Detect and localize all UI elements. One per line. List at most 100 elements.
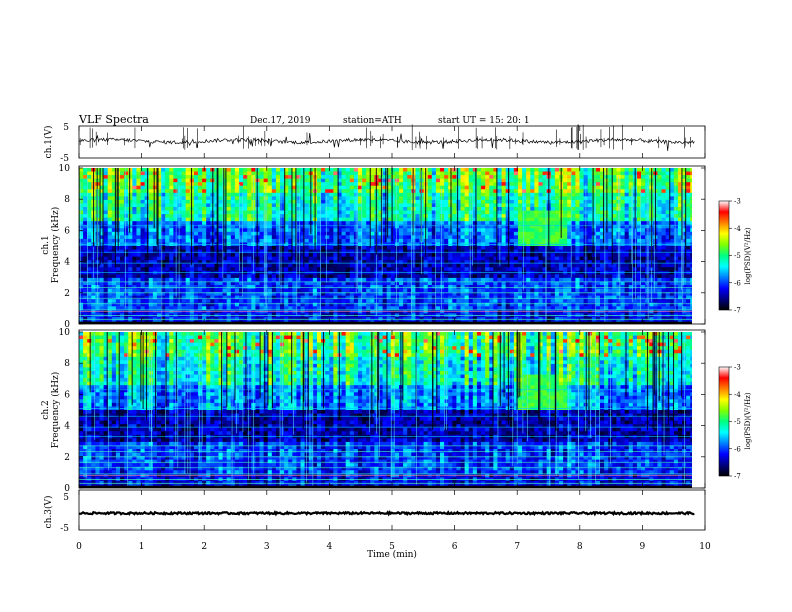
spectrogram-cell [641, 260, 646, 265]
spectrogram-cell [103, 203, 109, 208]
spectrogram-cell [468, 228, 474, 233]
spectrogram-cell [165, 256, 170, 261]
spectrogram-cell [234, 214, 240, 219]
spectrogram-cell [460, 231, 466, 236]
spectrogram-cell [686, 221, 691, 226]
spectrogram-cell [431, 246, 437, 250]
spectrogram-cell [575, 277, 580, 282]
spectrogram-cell [83, 224, 88, 229]
spectrogram-cell [513, 221, 519, 226]
spectrogram-cell [173, 182, 178, 187]
spectrogram-cell [275, 281, 281, 286]
spectrogram-cell [464, 256, 470, 261]
spectrogram-cell [669, 192, 675, 197]
spectrogram-cell [444, 168, 449, 172]
spectrogram-cell [542, 210, 548, 215]
spectrogram-cell [148, 249, 154, 254]
spectrogram-cell [284, 214, 289, 219]
spectrogram-cell [546, 277, 552, 282]
spectrogram-cell [325, 249, 330, 254]
spectrogram-cell [567, 221, 572, 226]
spectrogram-cell [665, 196, 671, 201]
spectrogram-cell [280, 175, 285, 180]
spectrogram-cell [579, 178, 584, 183]
spectrogram-cell [567, 182, 572, 187]
spectrogram-cell [234, 207, 240, 211]
spectrogram-cell [665, 277, 671, 282]
spectrogram-cell [132, 168, 137, 172]
spectrogram-cell [460, 210, 466, 215]
spectrogram-cell [472, 249, 478, 254]
spectrogram-cell [472, 253, 478, 258]
spectrogram-cell [575, 238, 580, 243]
spectrogram-cell [115, 253, 121, 258]
spectrogram-cell [247, 210, 252, 215]
spectrogram-cell [464, 228, 470, 233]
spectrogram-cell [165, 182, 170, 187]
spectrogram-cell [349, 263, 355, 268]
spectrogram-cell [341, 256, 347, 261]
spectrogram-cell [390, 210, 396, 215]
spectrogram-cell [575, 249, 580, 254]
spectrogram-cell [329, 277, 334, 282]
spectrogram-cell [468, 185, 474, 190]
spectrogram-cell [177, 224, 182, 229]
spectrogram-cell [103, 253, 109, 258]
spectrogram-cell [530, 214, 535, 219]
spectrogram-cell [288, 267, 293, 272]
spectrogram-cell [563, 238, 568, 243]
spectrogram-cell [366, 175, 371, 180]
spectrogram-cell [140, 249, 146, 254]
spectrogram-cell [665, 175, 671, 180]
spectrogram-cell [349, 199, 355, 204]
spectrogram-cell [632, 253, 638, 258]
spectrogram-cell [526, 203, 531, 208]
spectrogram-cell [325, 228, 330, 233]
spectrogram-cell [136, 189, 141, 194]
spectrogram-cell [636, 246, 642, 250]
spectrogram-cell [517, 246, 523, 250]
spectrogram-cell [83, 246, 88, 250]
spectrogram-cell [140, 210, 146, 215]
spectrogram-cell [333, 203, 338, 208]
spectrogram-cell [431, 281, 437, 286]
spectrogram-cell [636, 203, 642, 208]
spectrogram-cell [337, 199, 342, 204]
spectrogram-cell [620, 249, 626, 254]
spectrogram-cell [292, 256, 297, 261]
spectrogram-cell [222, 196, 228, 201]
spectrogram-cell [464, 185, 470, 190]
spectrogram-cell [353, 178, 359, 183]
spectrogram-cell [206, 235, 211, 240]
spectrogram-cell [600, 260, 605, 265]
spectrogram-cell [288, 185, 293, 190]
spectrogram-cell [181, 182, 187, 187]
spectrogram-cell [673, 231, 679, 236]
spectrogram-cell [522, 178, 527, 183]
spectrogram-cell [280, 210, 285, 215]
spectrogram-cell [485, 199, 490, 204]
spectrogram-cell [206, 199, 211, 204]
spectrogram-cell [362, 175, 367, 180]
spectrogram-cell [407, 210, 412, 215]
spectrogram-cell [177, 281, 182, 286]
spectrogram-cell [329, 281, 334, 286]
spectrogram-cell [505, 214, 511, 219]
spectrogram-cell [394, 267, 400, 272]
spectrogram-cell [230, 277, 236, 282]
spectrogram-cell [259, 203, 265, 208]
spectrogram-cell [206, 253, 211, 258]
spectrogram-cell [464, 253, 470, 258]
spectrogram-cell [386, 175, 392, 180]
spectrogram-cell [505, 260, 511, 265]
spectrogram-cell [567, 199, 572, 204]
spectrogram-cell [567, 168, 572, 172]
spectrogram-cell [177, 182, 182, 187]
spectrogram-cell [513, 185, 519, 190]
spectrogram-cell [230, 210, 236, 215]
spectrogram-cell [530, 199, 535, 204]
spectrogram-cell [398, 210, 404, 215]
spectrogram-cell [284, 277, 289, 282]
spectrogram-cell [677, 249, 683, 254]
spectrogram-cell [267, 171, 273, 176]
